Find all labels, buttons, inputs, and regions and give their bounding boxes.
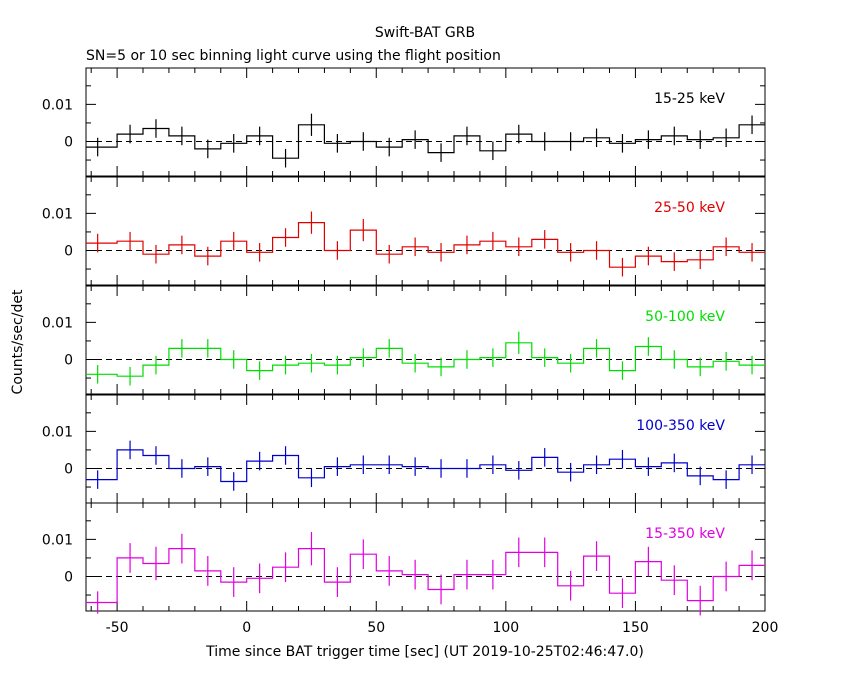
- panel-frame: [85, 176, 766, 286]
- panel-5: 0 0.01 15-350 keV: [42, 502, 766, 616]
- series-line: [86, 449, 765, 483]
- series-line: [86, 548, 765, 604]
- y-tick-label: 0: [64, 352, 73, 368]
- y-tick-label: 0.01: [42, 315, 73, 331]
- y-tick-label: 0: [64, 569, 73, 585]
- x-tick-label: 50: [367, 620, 385, 636]
- x-tick-label: 100: [492, 620, 519, 636]
- panel-4: 0 0.01 100-350 keV: [42, 394, 766, 504]
- y-tick-label: 0.01: [42, 206, 73, 222]
- x-tick-label: 200: [752, 620, 779, 636]
- series-line: [86, 124, 765, 159]
- band-label: 15-350 keV: [645, 526, 725, 542]
- chart-subtitle: SN=5 or 10 sec binning light curve using…: [86, 48, 501, 64]
- x-tick-label: 0: [242, 620, 251, 636]
- x-tick-label: 150: [622, 620, 649, 636]
- band-label: 50-100 keV: [645, 309, 725, 325]
- panels-group: 0 0.01 15-25 keV 0 0.01 25-50 keV 0 0.01 50-100 …: [42, 67, 766, 616]
- y-tick-label: 0.01: [42, 97, 73, 113]
- panel-frame: [85, 394, 766, 504]
- panel-3: 0 0.01 50-100 keV: [42, 285, 766, 395]
- band-label: 25-50 keV: [654, 200, 725, 216]
- series-line: [86, 222, 765, 268]
- x-tick-label: -50: [106, 620, 129, 636]
- panel-frame: [85, 285, 766, 395]
- x-axis-label: Time since BAT trigger time [sec] (UT 20…: [205, 644, 644, 660]
- band-label: 100-350 keV: [636, 418, 725, 434]
- x-tick-labels: -50 0 50 100 150 200: [106, 620, 779, 636]
- panel-2: 0 0.01 25-50 keV: [42, 176, 766, 286]
- panel-frame: [85, 502, 766, 612]
- y-tick-label: 0: [64, 243, 73, 259]
- y-tick-label: 0: [64, 134, 73, 150]
- panel-frame: [85, 67, 766, 177]
- y-tick-label: 0.01: [42, 424, 73, 440]
- series-line: [86, 342, 765, 377]
- chart-title: Swift-BAT GRB: [375, 25, 475, 41]
- panel-1: 0 0.01 15-25 keV: [42, 67, 766, 177]
- band-label: 15-25 keV: [654, 91, 725, 107]
- y-axis-label: Counts/sec/det: [10, 289, 26, 394]
- y-tick-label: 0.01: [42, 532, 73, 548]
- y-tick-label: 0: [64, 461, 73, 477]
